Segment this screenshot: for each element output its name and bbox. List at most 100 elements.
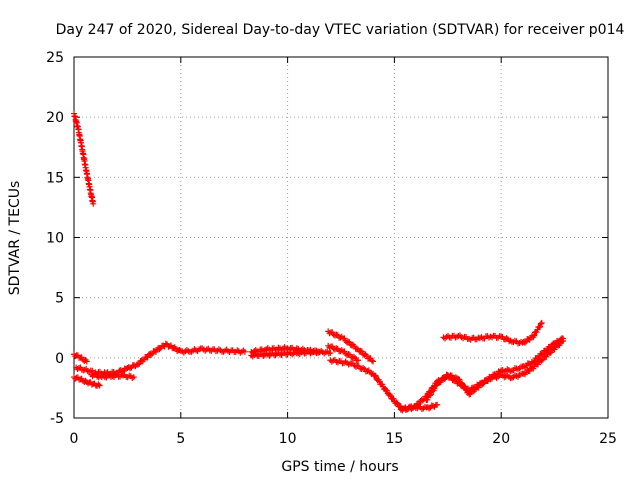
data-point [434,401,441,408]
data-point [241,348,248,355]
data-point [156,346,163,353]
data-point [546,350,553,357]
data-point [370,358,377,365]
x-tick-labels: 0 5 10 15 20 25 [70,431,617,447]
series-arc-2 [71,351,90,365]
data-point [521,339,528,346]
data-point [467,391,474,398]
data-point [368,357,375,364]
data-point [346,339,353,346]
data-point [470,388,477,395]
series-arc-13 [440,319,545,347]
data-point [144,354,151,361]
y-tick-label: 25 [46,50,64,66]
data-point [148,351,155,358]
data-point [387,392,394,399]
x-tick-label: 25 [599,431,617,447]
data-point [424,396,431,403]
data-point [327,350,334,357]
data-point [520,363,527,370]
x-axis-label: GPS time / hours [281,459,398,475]
data-point [416,400,423,407]
data-point [427,392,433,399]
data-point [539,356,546,363]
series-arc-7 [248,347,323,360]
data-point [326,344,333,351]
data-point [538,357,545,364]
x-tick-label: 15 [385,431,403,447]
data-point [90,200,97,207]
y-tick-label: 15 [46,170,64,186]
series-arc-1 [71,110,97,207]
data-point [456,376,463,383]
data-point [548,344,555,351]
data-point [427,391,434,398]
x-tick-label: 20 [492,431,510,447]
data-point [162,340,169,347]
x-tick-label: 5 [176,431,185,447]
data-point [390,395,397,402]
data-point [96,382,103,389]
data-point [376,378,383,385]
data-point [135,361,142,368]
data-point [333,331,340,338]
data-point [479,381,486,388]
data-point [539,350,546,357]
data-point [372,373,379,380]
y-tick-label: 20 [46,110,64,126]
data-point [531,332,538,339]
data-point [487,374,494,381]
data-point [333,345,340,352]
y-tick-label: 10 [46,231,64,247]
data-point [459,381,466,388]
data-point [538,319,545,326]
data-point [534,361,541,368]
data-point [548,349,555,356]
data-point [316,348,323,355]
data-point [560,335,567,342]
data-point [437,379,444,386]
data-point [95,381,102,388]
data-point [345,338,352,345]
data-point [355,357,362,364]
data-point [358,348,365,355]
data-point [441,375,448,382]
data-point [537,323,544,330]
data-point [503,335,510,342]
data-point [433,382,440,389]
y-tick-label: 0 [55,351,64,367]
y-axis-label: SDTVAR / TECUs [7,181,23,296]
data-point [383,387,390,394]
data-point [480,380,487,387]
x-tick-label: 0 [70,431,79,447]
data-point [475,384,482,391]
data-point [537,320,544,327]
data-series [71,110,567,414]
data-point [176,346,183,353]
data-point [83,358,90,365]
data-point [131,362,138,369]
data-point [446,373,453,380]
grid-lines [74,57,608,418]
y-tick-labels: -5 0 5 10 15 20 25 [46,50,64,427]
series-arc-5 [88,371,137,381]
data-point [431,385,438,392]
series-arc-8 [325,328,377,365]
data-point [371,372,378,379]
series-arc-12 [423,335,567,403]
series-arc-3 [71,374,103,389]
data-point [130,374,137,381]
y-tick-label: 5 [55,291,64,307]
data-point [331,346,338,353]
data-point [393,399,400,406]
data-point [136,360,143,367]
data-point [426,405,433,412]
data-point [127,365,134,372]
y-tick-label: -5 [50,411,64,427]
data-point [430,402,437,409]
data-point [394,400,401,407]
series-arc-9 [325,342,362,364]
x-tick-label: 10 [279,431,297,447]
